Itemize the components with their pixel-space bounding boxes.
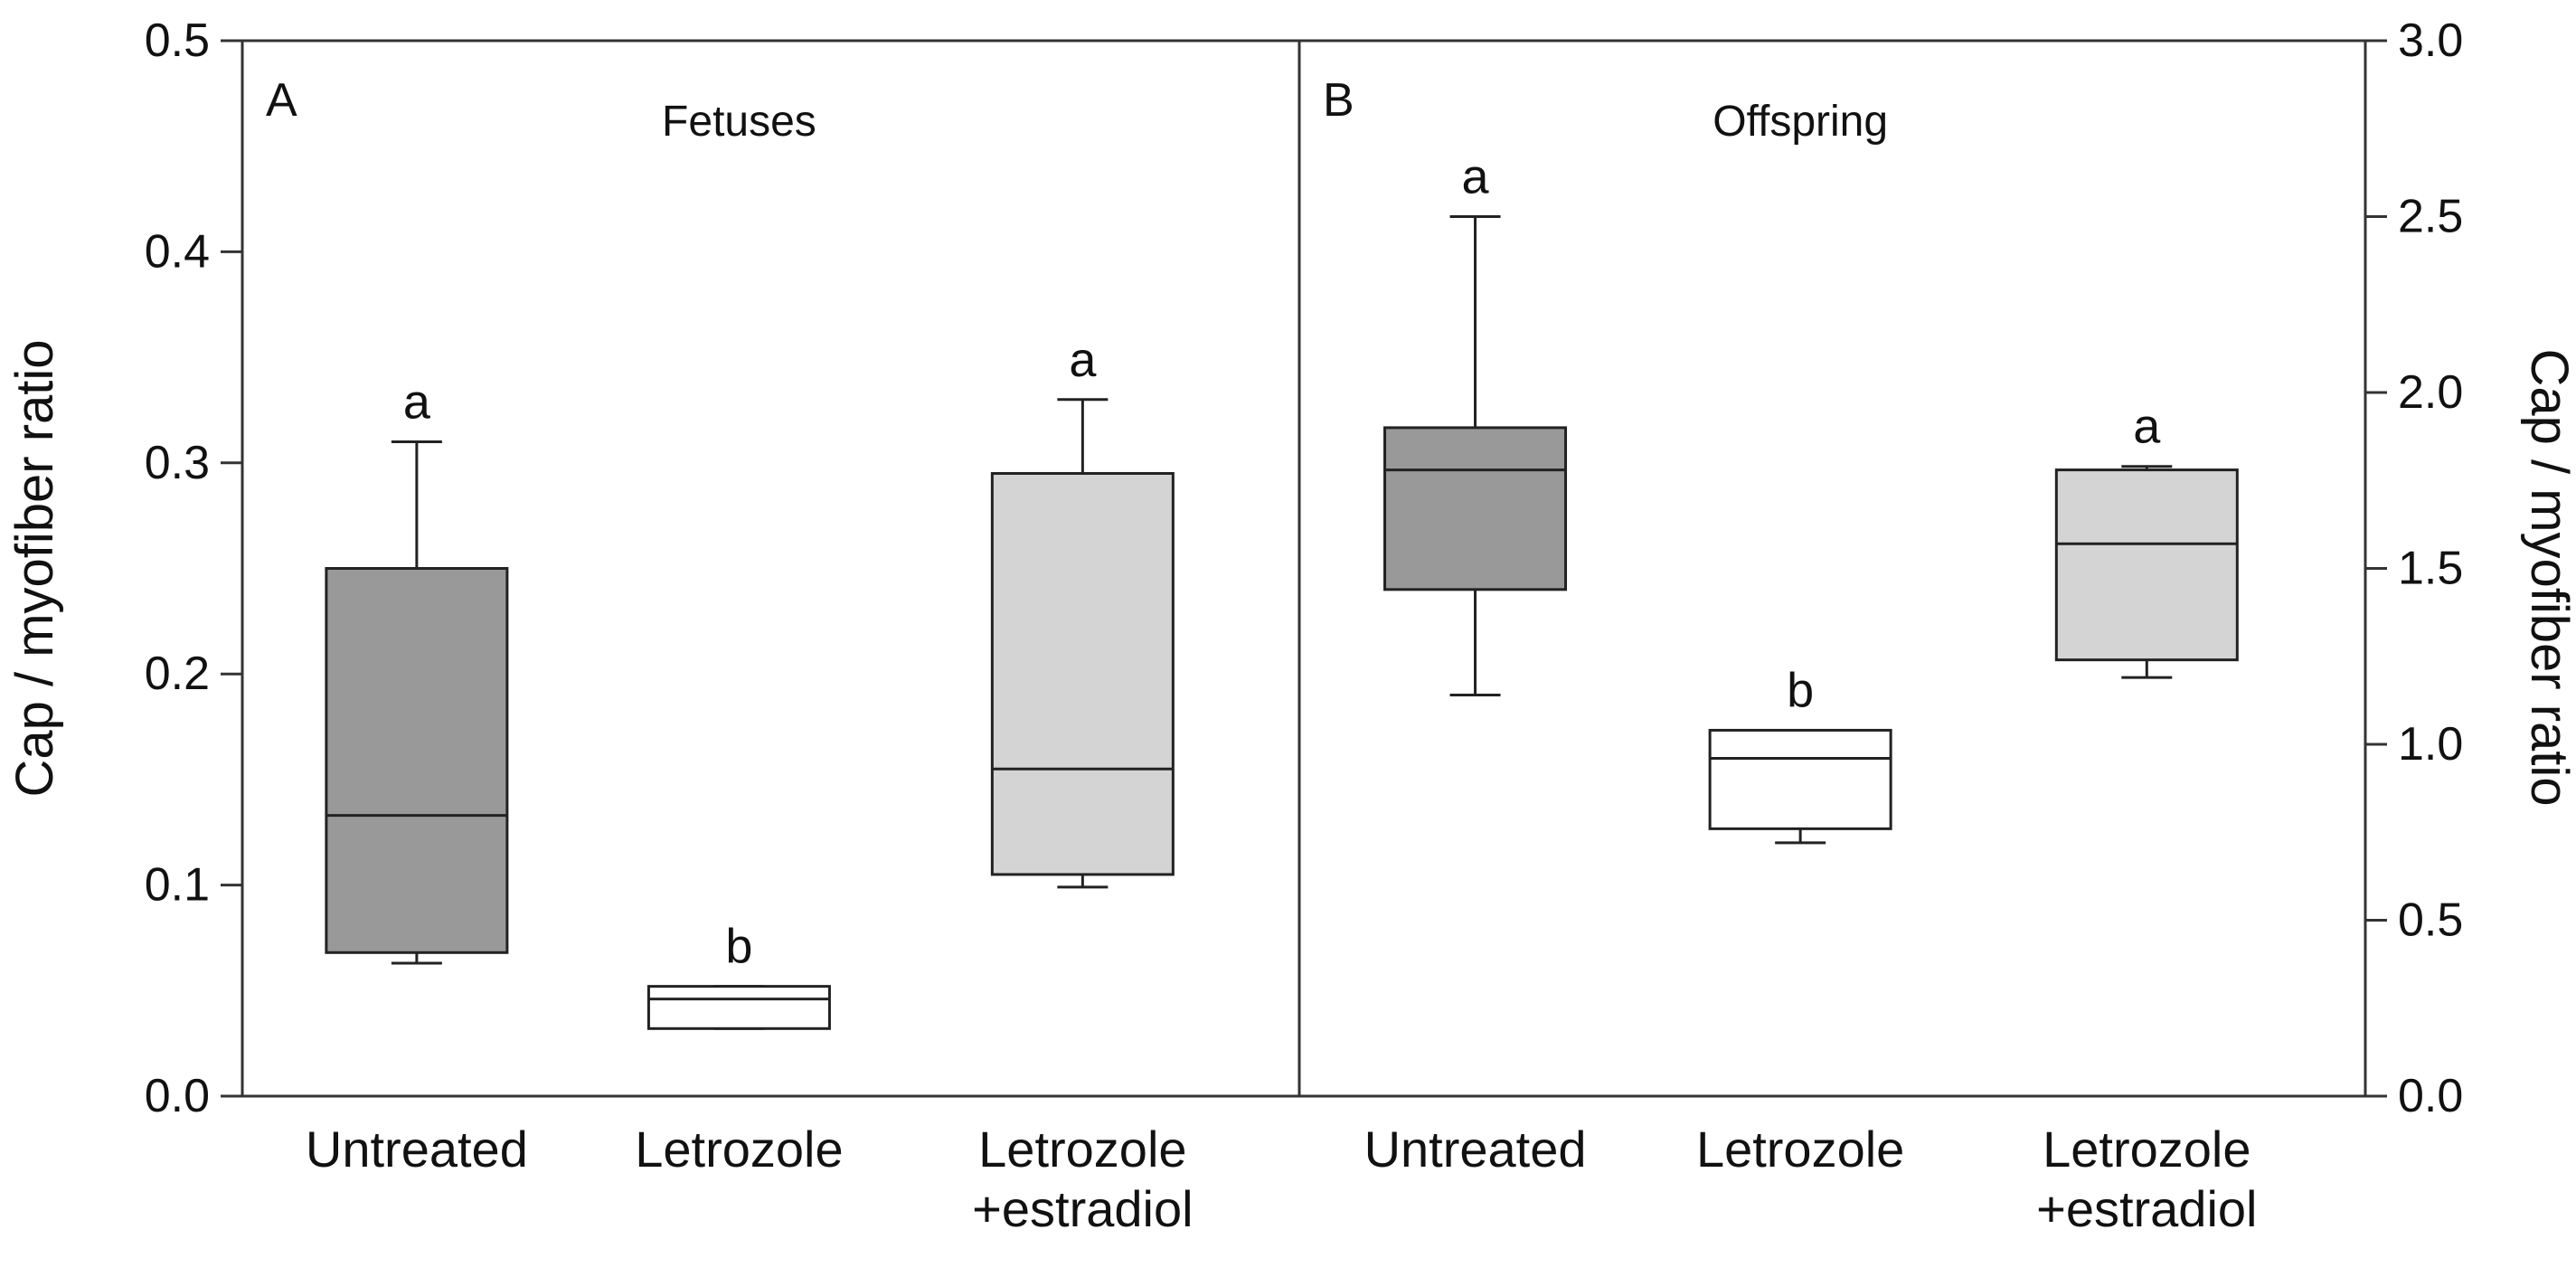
box-3 (2054, 468, 2239, 662)
x-category-label: Letrozole (635, 1121, 843, 1178)
y-tick-label: 0.5 (145, 14, 210, 67)
panel-title: Offspring (1713, 98, 1888, 146)
x-category-label: Letrozole (1696, 1121, 1904, 1178)
y-tick-label: 2.5 (2398, 191, 2463, 243)
significance-letter: b (725, 920, 752, 974)
y-tick-label: 0.4 (145, 225, 210, 278)
box-3 (990, 471, 1175, 876)
significance-letter: a (1462, 150, 1490, 204)
y-axis-label: Cap / myofiber ratio (5, 339, 64, 797)
x-category-label: Untreated (306, 1121, 528, 1178)
y-tick-label: 1.5 (2398, 543, 2463, 595)
panel-letter: A (266, 74, 297, 127)
y-axis-label: Cap / myofiber ratio (2520, 348, 2576, 806)
significance-letter: a (1069, 333, 1097, 387)
y-tick-label: 0.3 (145, 437, 210, 489)
y-tick-label: 0.5 (2398, 894, 2463, 947)
box-1 (325, 567, 509, 954)
x-category-label: Letrozole (978, 1121, 1186, 1178)
significance-letter: b (1787, 663, 1814, 717)
panel-title: Fetuses (662, 98, 816, 146)
y-tick-label: 0.0 (2398, 1070, 2463, 1122)
y-tick-label: 0.2 (145, 648, 210, 700)
y-tick-label: 0.0 (145, 1070, 210, 1122)
box-1 (1383, 426, 1568, 591)
x-category-label: +estradiol (972, 1180, 1193, 1237)
x-category-label: Untreated (1364, 1121, 1587, 1178)
x-category-label: Letrozole (2043, 1121, 2250, 1178)
box-2 (646, 985, 831, 1030)
significance-letter: a (2133, 400, 2161, 454)
y-tick-label: 3.0 (2398, 14, 2463, 67)
x-category-label: +estradiol (2036, 1180, 2257, 1237)
y-tick-label: 2.0 (2398, 366, 2463, 419)
box-2 (1708, 728, 1892, 830)
panel-letter: B (1323, 74, 1354, 127)
y-tick-label: 1.0 (2398, 718, 2463, 771)
y-tick-label: 0.1 (145, 859, 210, 912)
significance-letter: a (403, 374, 431, 429)
